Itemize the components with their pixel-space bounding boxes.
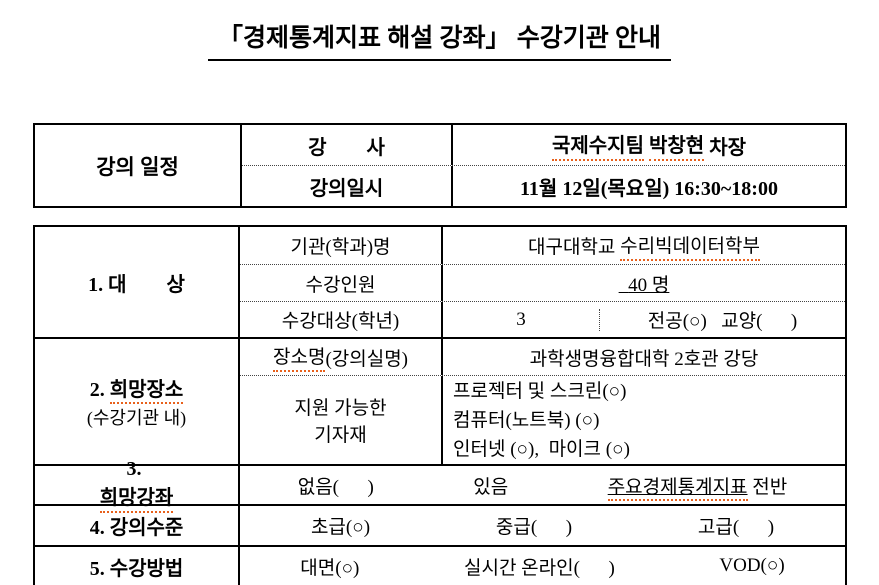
level-option-beginner: 초급(○) [310,517,371,538]
section-place-title: 2. 희망장소 [89,373,184,404]
course-yes-option: 있음 [473,476,509,498]
grade-label: 수강대상(학년) [240,302,443,337]
section-course-label: 3. 희망강좌 [35,458,240,513]
room-label-spell: 장소명 [272,342,326,372]
section-place: 2. 희망장소 (수강기관 내) 장소명 (강의실명) 과학생명융합대학 2호관 … [35,337,845,464]
section-method: 5. 수강방법 대면(○) 실시간 온라인( ) VOD(○) [35,545,845,585]
equipment-list: 프로젝터 및 스크린(○) 컴퓨터(노트북) (○) 인터넷 (○), 마이크 … [453,380,630,460]
section-level: 4. 강의수준 초급(○) 중급( ) 고급( ) [35,504,845,545]
org-label: 기관(학과)명 [240,227,443,264]
course-label-text: 희망강좌 [99,481,174,513]
section-target-body: 기관(학과)명 대구대학교 수리빅데이터학부 수강인원 40 명 수강대상(학년… [240,227,845,337]
schedule-rows: 강 사 국제수지팀 박창현 차장 강의일시 11월 12일(목요일) 16:30… [242,125,845,206]
capacity-row: 수강인원 40 명 [240,264,845,301]
instructor-rank: 차장 [704,136,746,159]
section-target-label: 1. 대 상 [35,227,240,337]
course-none-option: 없음( ) [297,476,374,498]
course-label-num: 3. [126,457,147,480]
grade-options: 전공(○) 교양( ) [647,311,798,332]
section-method-label: 5. 수강방법 [35,547,240,585]
course-options: 없음( ) 있음 주요경제통계지표 전반 [240,466,845,504]
grade-row: 수강대상(학년) 3 전공(○) 교양( ) [240,301,845,337]
capacity-number: 40 명 [618,274,670,296]
room-label-rest: (강의실명) [325,348,409,370]
room-value: 과학생명융합대학 2호관 강당 [529,348,759,370]
place-label-num: 2. [89,379,110,401]
course-topic-suffix: 전반 [747,476,788,498]
equipment-row: 지원 가능한 기자재 프로젝터 및 스크린(○) 컴퓨터(노트북) (○) 인터… [240,375,845,464]
datetime-value: 11월 12일(목요일) 16:30~18:00 [520,177,778,200]
datetime-label: 강의일시 [242,166,453,206]
method-option-vod: VOD(○) [719,555,785,576]
level-options: 초급(○) 중급( ) 고급( ) [240,506,845,545]
schedule-header-cell: 강의 일정 [35,125,242,206]
room-label: 장소명 (강의실명) [240,339,443,375]
capacity-label: 수강인원 [240,265,443,301]
course-topic: 주요경제통계지표 [607,476,748,501]
grade-value-area: 3 전공(○) 교양( ) [443,302,845,337]
section-place-sub: (수강기관 내) [86,408,187,428]
title-bar: 「경제통계지표 해설 강좌」 수강기관 안내 [0,18,879,61]
equipment-label: 지원 가능한 기자재 [240,376,443,464]
org-value: 대구대학교 수리빅데이터학부 [443,227,845,264]
instructor-name: 박창현 [648,129,705,161]
page-title: 「경제통계지표 해설 강좌」 수강기관 안내 [207,18,671,61]
org-prefix: 대구대학교 [528,237,621,258]
course-topic-group: 주요경제통계지표 전반 [607,472,788,501]
place-label-text: 희망장소 [109,379,184,404]
section-course: 3. 희망강좌 없음( ) 있음 주요경제통계지표 전반 [35,458,845,513]
level-option-intermediate: 중급( ) [495,517,573,538]
instructor-row: 강 사 국제수지팀 박창현 차장 [242,125,845,165]
method-option-inperson: 대면(○) [300,557,360,579]
main-table: 1. 대 상 기관(학과)명 대구대학교 수리빅데이터학부 수강인원 40 명 … [33,225,847,585]
method-option-online: 실시간 온라인( ) [463,557,615,579]
level-option-advanced: 고급( ) [697,517,775,538]
datetime-row: 강의일시 11월 12일(목요일) 16:30~18:00 [242,165,845,206]
instructor-team: 국제수지팀 [551,129,644,161]
method-options: 대면(○) 실시간 온라인( ) VOD(○) [240,547,845,585]
section-target: 1. 대 상 기관(학과)명 대구대학교 수리빅데이터학부 수강인원 40 명 … [35,227,845,337]
capacity-value: 40 명 [443,265,845,301]
instructor-label: 강 사 [242,125,453,165]
section-place-label: 2. 희망장소 (수강기관 내) [35,339,240,464]
section-level-label: 4. 강의수준 [35,506,240,545]
instructor-value: 국제수지팀 박창현 차장 [453,125,845,165]
org-spell: 수리빅데이터학부 [620,231,760,261]
org-row: 기관(학과)명 대구대학교 수리빅데이터학부 [240,227,845,264]
section-place-body: 장소명 (강의실명) 과학생명융합대학 2호관 강당 지원 가능한 기자재 프로젝… [240,339,845,464]
schedule-table: 강의 일정 강 사 국제수지팀 박창현 차장 강의일시 11월 12일(목요일)… [33,123,847,208]
grade-number: 3 [443,308,600,331]
room-row: 장소명 (강의실명) 과학생명융합대학 2호관 강당 [240,339,845,375]
